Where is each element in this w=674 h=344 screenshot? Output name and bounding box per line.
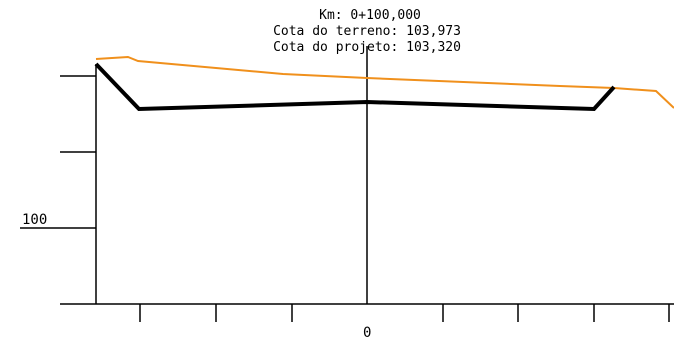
terrain-elevation-text: Cota do terreno: 103,973 — [273, 24, 461, 39]
project-elevation-text: Cota do projeto: 103,320 — [273, 40, 461, 55]
terrain-profile-line — [95, 55, 674, 109]
km-station-text: Km: 0+100,000 — [319, 8, 421, 23]
project-profile-line — [94, 62, 616, 112]
offset-label-0: 0 — [363, 325, 371, 341]
elevation-label-100: 100 — [22, 212, 47, 228]
